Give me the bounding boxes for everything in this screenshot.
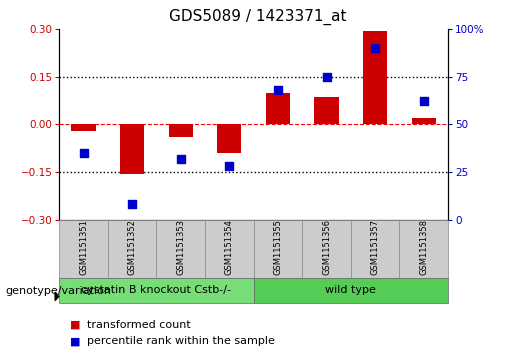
Point (322, 74, 331, 79)
Text: GSM1151358: GSM1151358 (419, 220, 428, 276)
Bar (59, 278, 253, 303)
Bar (120, 124, 144, 174)
Text: GSM1151354: GSM1151354 (225, 220, 234, 276)
Bar (59, 220, 108, 278)
Polygon shape (55, 292, 59, 301)
Bar (168, 124, 193, 137)
Text: ■: ■ (70, 336, 80, 346)
Bar (253, 220, 302, 278)
Text: wild type: wild type (325, 285, 376, 295)
Point (79, 150, 88, 156)
Text: GSM1151357: GSM1151357 (371, 220, 380, 276)
Text: GSM1151352: GSM1151352 (128, 220, 136, 276)
Point (274, 87, 282, 93)
Bar (363, 30, 387, 124)
Bar (108, 220, 157, 278)
Text: GSM1151356: GSM1151356 (322, 220, 331, 276)
Text: genotype/variation: genotype/variation (5, 286, 111, 297)
Bar (400, 220, 448, 278)
Text: percentile rank within the sample: percentile rank within the sample (87, 336, 274, 346)
Text: GSM1151355: GSM1151355 (273, 220, 282, 276)
Text: transformed count: transformed count (87, 320, 190, 330)
Bar (72, 124, 96, 131)
Bar (217, 124, 242, 153)
Point (371, 45, 379, 51)
Text: ■: ■ (70, 320, 80, 330)
Bar (266, 93, 290, 124)
Text: cystatin B knockout Cstb-/-: cystatin B knockout Cstb-/- (81, 285, 231, 295)
Bar (411, 118, 436, 124)
Bar (205, 220, 253, 278)
Text: GSM1151351: GSM1151351 (79, 220, 88, 276)
Bar (157, 220, 205, 278)
Point (128, 201, 136, 207)
Bar (314, 97, 339, 124)
Bar (351, 220, 400, 278)
Point (225, 163, 233, 169)
Text: GDS5089 / 1423371_at: GDS5089 / 1423371_at (169, 9, 346, 25)
Point (177, 156, 185, 162)
Point (420, 98, 428, 104)
Bar (302, 220, 351, 278)
Text: GSM1151353: GSM1151353 (176, 220, 185, 276)
Bar (253, 278, 448, 303)
